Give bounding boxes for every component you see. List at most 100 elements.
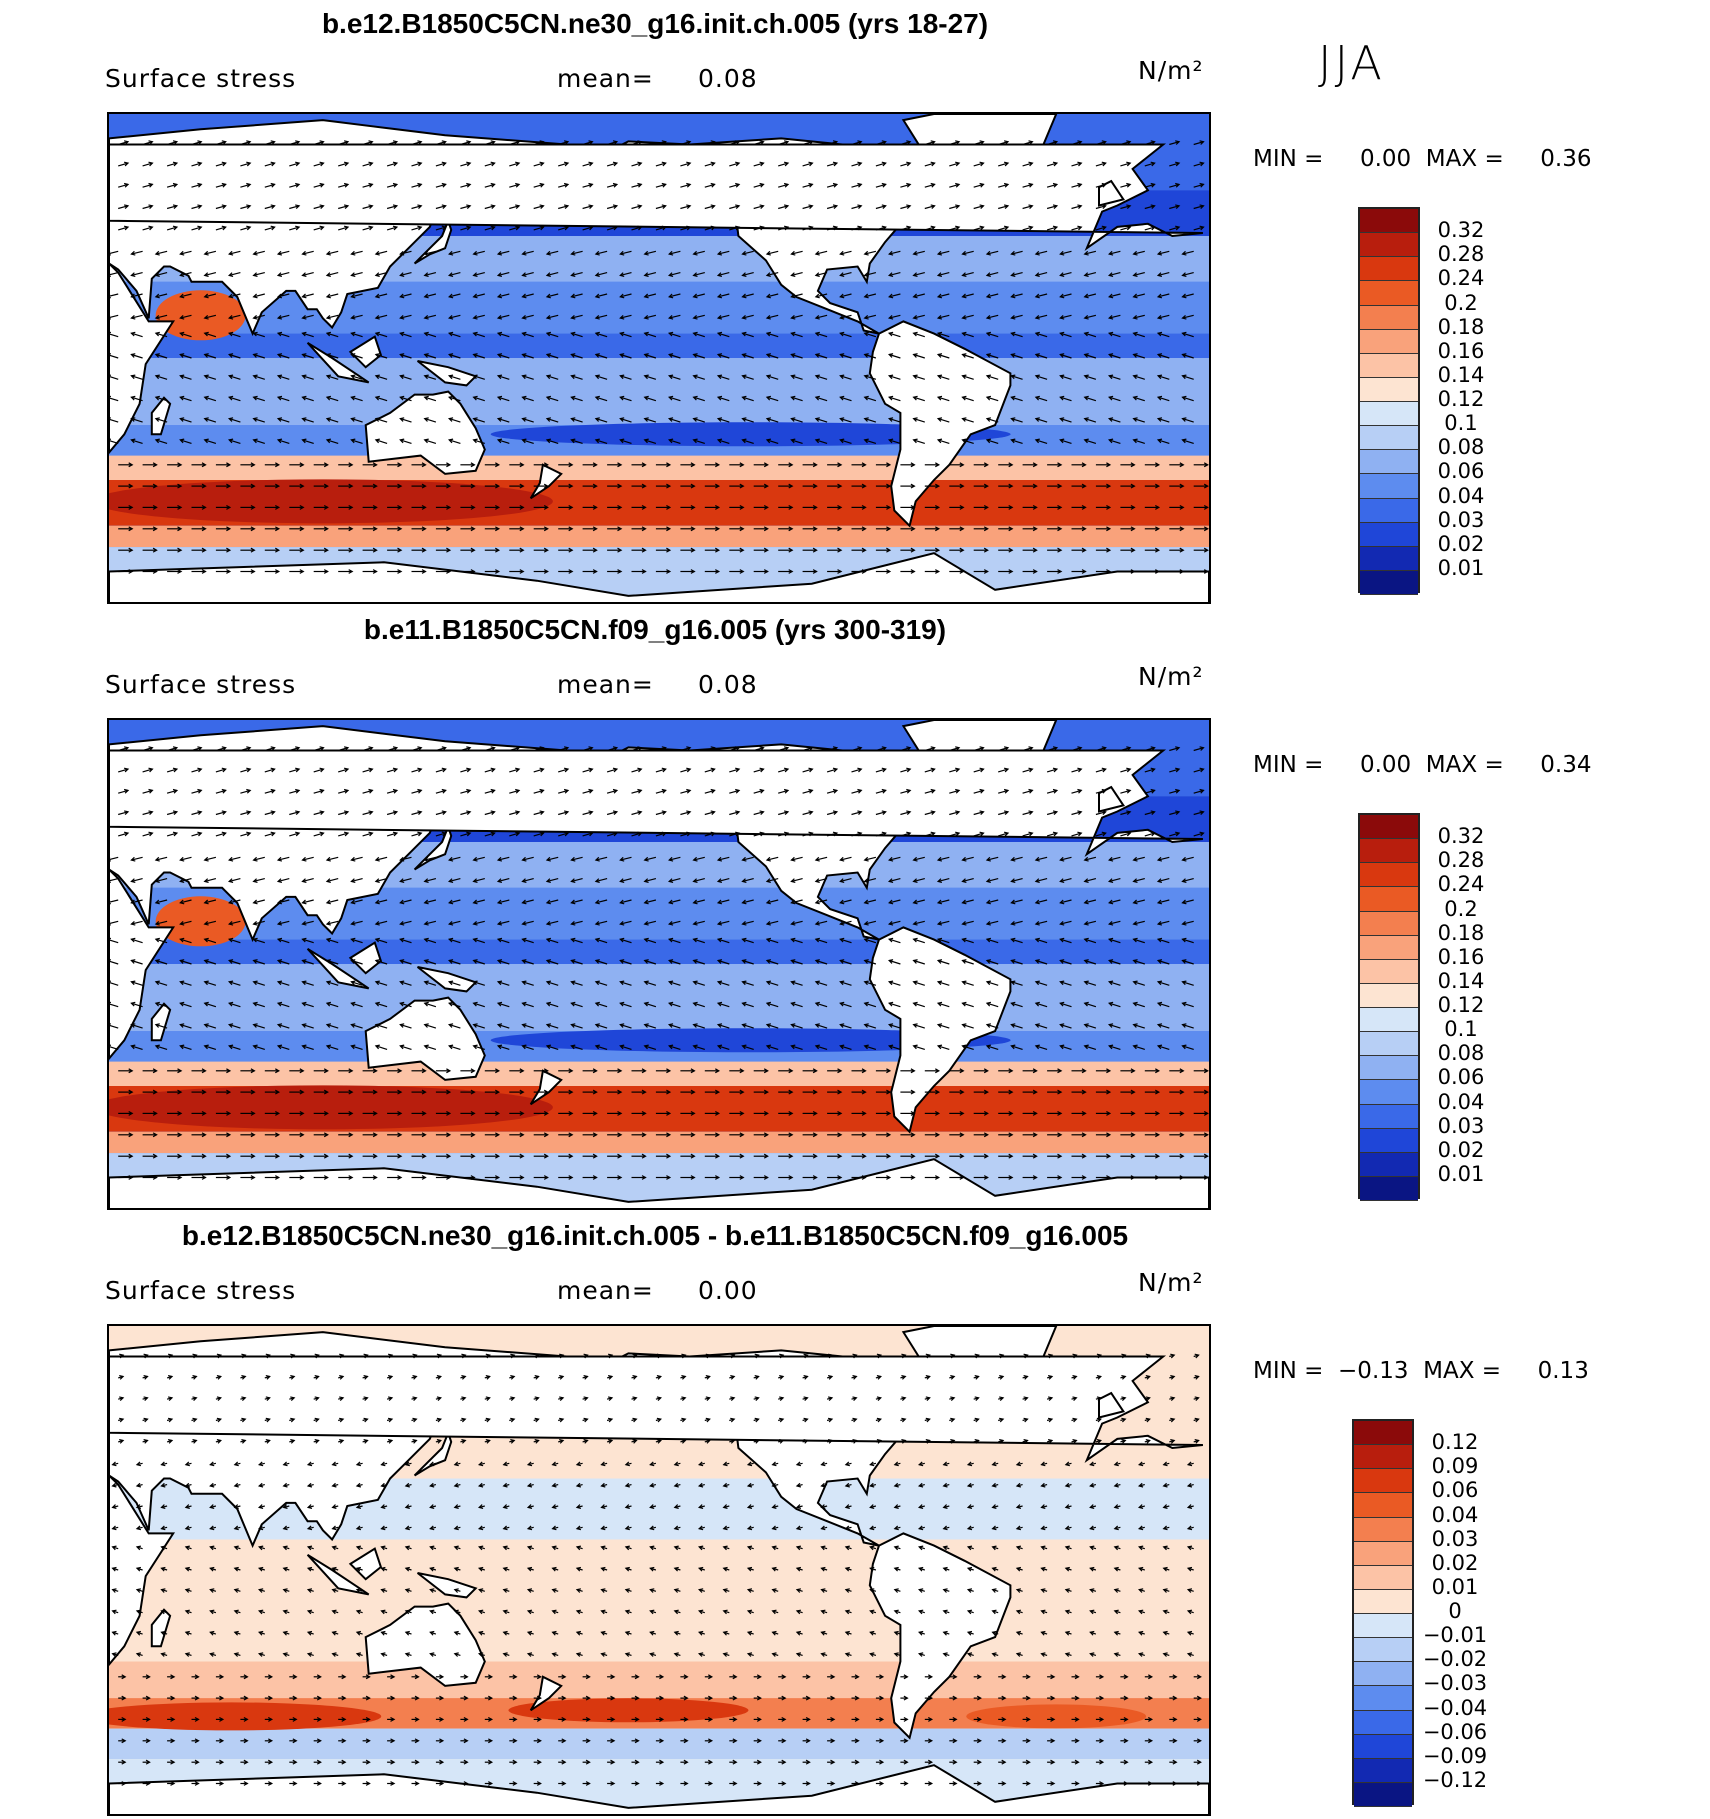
wind-vector-head bbox=[1132, 314, 1138, 320]
wind-vector-head bbox=[203, 272, 209, 277]
wind-vector-head bbox=[209, 1504, 215, 1509]
wind-vector bbox=[351, 332, 363, 338]
wind-vector-head bbox=[906, 161, 912, 167]
wind-vector-head bbox=[447, 314, 454, 320]
wind-vector bbox=[913, 332, 925, 338]
wind-vector-head bbox=[226, 1175, 232, 1180]
wind-vector-head bbox=[177, 1089, 183, 1095]
wind-vector bbox=[826, 141, 838, 146]
wind-vector-head bbox=[974, 1417, 980, 1423]
wind-vector bbox=[1157, 1045, 1170, 1050]
wind-vector-head bbox=[496, 395, 503, 401]
wind-vector-head bbox=[619, 374, 625, 380]
wind-vector bbox=[729, 183, 740, 188]
wind-vector-head bbox=[109, 1023, 112, 1028]
wind-vector bbox=[595, 439, 608, 444]
wind-vector-head bbox=[812, 1153, 818, 1159]
wind-vector-head bbox=[197, 161, 203, 167]
wind-vector-head bbox=[543, 569, 549, 574]
wind-vector bbox=[815, 1024, 828, 1029]
wind-vector bbox=[497, 920, 510, 925]
wind-vector-head bbox=[295, 204, 301, 210]
wind-vector bbox=[778, 226, 789, 231]
wind-vector-head bbox=[348, 1089, 354, 1095]
wind-vector-head bbox=[109, 331, 112, 337]
field-band bbox=[109, 333, 1209, 358]
wind-vector-head bbox=[861, 1089, 867, 1095]
wind-vector-head bbox=[1010, 293, 1016, 299]
wind-vector-head bbox=[1179, 526, 1185, 532]
wind-vector-head bbox=[521, 417, 527, 422]
wind-vector-head bbox=[387, 1417, 394, 1423]
wind-vector bbox=[118, 768, 129, 773]
wind-vector-head bbox=[607, 1396, 614, 1402]
wind-vector-head bbox=[374, 920, 380, 926]
wind-vector bbox=[1095, 747, 1106, 752]
wind-vector-head bbox=[961, 250, 967, 256]
wind-vector bbox=[497, 878, 510, 882]
wind-vector-head bbox=[197, 746, 203, 751]
wind-vector bbox=[913, 1002, 925, 1008]
wind-vector bbox=[326, 1045, 339, 1050]
wind-vector bbox=[680, 226, 691, 231]
wind-vector-head bbox=[612, 831, 619, 837]
wind-vector-head bbox=[201, 526, 207, 532]
wind-vector-head bbox=[201, 462, 207, 468]
wind-vector-head bbox=[197, 831, 203, 837]
wind-vector bbox=[1133, 959, 1145, 965]
wind-vector bbox=[655, 141, 666, 146]
wind-vector-head bbox=[250, 1132, 256, 1138]
wind-vector bbox=[277, 938, 290, 944]
wind-vector-head bbox=[936, 856, 943, 862]
wind-vector-head bbox=[765, 980, 772, 986]
wind-vector-head bbox=[839, 272, 845, 277]
wind-vector bbox=[840, 353, 852, 359]
wind-vector-head bbox=[844, 1461, 850, 1467]
wind-vector bbox=[924, 205, 935, 210]
wind-vector-head bbox=[612, 225, 619, 231]
wind-vector-head bbox=[808, 161, 814, 167]
colorbar-tick-label: 0.08 bbox=[1437, 1041, 1485, 1066]
wind-vector-head bbox=[453, 1545, 459, 1551]
wind-vector-head bbox=[955, 746, 961, 751]
wind-vector-head bbox=[477, 1461, 484, 1467]
mean-value: 0.08 bbox=[698, 64, 758, 93]
wind-vector-head bbox=[453, 1525, 459, 1531]
wind-vector bbox=[546, 293, 559, 298]
wind-vector-head bbox=[1175, 140, 1181, 145]
wind-vector-head bbox=[710, 831, 716, 837]
wind-vector bbox=[155, 878, 168, 882]
wind-vector-head bbox=[594, 314, 600, 320]
wind-vector-head bbox=[477, 1482, 484, 1488]
wind-vector-head bbox=[470, 1175, 476, 1180]
wind-vector bbox=[1035, 375, 1048, 380]
colorbar-swatch bbox=[1360, 522, 1418, 547]
wind-vector-head bbox=[1047, 1417, 1054, 1423]
wind-vector-head bbox=[814, 417, 820, 422]
wind-vector bbox=[118, 162, 129, 167]
wind-vector bbox=[631, 141, 642, 146]
wind-vector bbox=[1133, 314, 1145, 319]
wind-vector-head bbox=[612, 182, 619, 188]
wind-vector-head bbox=[477, 1504, 484, 1509]
wind-vector-head bbox=[619, 293, 625, 299]
wind-vector-head bbox=[715, 1175, 721, 1180]
wind-vector bbox=[693, 314, 705, 319]
wind-vector-head bbox=[412, 1353, 418, 1359]
wind-vector bbox=[142, 768, 153, 773]
wind-vector-head bbox=[861, 1132, 867, 1138]
wind-vector-head bbox=[228, 250, 234, 256]
map-svg bbox=[109, 114, 1209, 602]
units-label: N/m² bbox=[1138, 56, 1204, 85]
wind-vector bbox=[229, 418, 241, 423]
wind-vector-head bbox=[790, 878, 796, 883]
wind-vector bbox=[791, 878, 803, 882]
wind-vector bbox=[595, 418, 608, 423]
wind-vector bbox=[986, 938, 999, 944]
wind-vector bbox=[655, 832, 666, 837]
wind-vector-head bbox=[466, 810, 472, 816]
map-svg bbox=[109, 1326, 1209, 1814]
wind-vector-head bbox=[814, 937, 820, 943]
wind-vector-head bbox=[154, 272, 160, 277]
wind-vector-head bbox=[299, 1068, 305, 1074]
